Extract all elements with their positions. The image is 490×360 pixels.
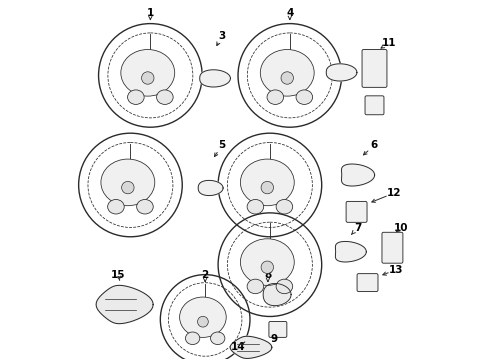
Text: 3: 3 [219, 31, 226, 41]
Circle shape [142, 72, 154, 84]
Text: 1: 1 [147, 8, 154, 18]
Polygon shape [326, 64, 357, 81]
Ellipse shape [137, 199, 153, 214]
Ellipse shape [241, 239, 294, 285]
Ellipse shape [241, 159, 294, 206]
Ellipse shape [101, 159, 155, 206]
Circle shape [261, 181, 273, 194]
Text: 9: 9 [270, 334, 277, 345]
Text: 7: 7 [354, 223, 361, 233]
Circle shape [261, 261, 273, 274]
Ellipse shape [296, 90, 313, 104]
Text: 11: 11 [382, 37, 397, 48]
Ellipse shape [276, 279, 293, 294]
Ellipse shape [157, 90, 173, 104]
Text: 6: 6 [371, 140, 378, 150]
Circle shape [122, 181, 134, 194]
FancyBboxPatch shape [346, 201, 367, 222]
Circle shape [281, 72, 294, 84]
Ellipse shape [247, 279, 264, 294]
Polygon shape [96, 285, 153, 324]
Polygon shape [198, 180, 223, 195]
Ellipse shape [127, 90, 144, 104]
FancyBboxPatch shape [269, 321, 287, 337]
Polygon shape [263, 283, 291, 306]
Text: 5: 5 [219, 140, 226, 150]
FancyBboxPatch shape [365, 96, 384, 115]
FancyBboxPatch shape [382, 232, 403, 263]
Ellipse shape [185, 332, 200, 345]
Text: 4: 4 [286, 8, 294, 18]
Polygon shape [230, 336, 272, 359]
FancyBboxPatch shape [357, 274, 378, 292]
Text: 14: 14 [231, 342, 245, 352]
Polygon shape [335, 242, 367, 262]
Ellipse shape [267, 90, 284, 104]
Ellipse shape [211, 332, 225, 345]
Text: 12: 12 [387, 188, 402, 198]
Ellipse shape [180, 297, 226, 337]
Ellipse shape [108, 199, 124, 214]
Text: 15: 15 [111, 270, 126, 280]
Ellipse shape [260, 50, 314, 96]
Ellipse shape [276, 199, 293, 214]
Text: 8: 8 [264, 270, 271, 280]
Circle shape [197, 316, 208, 327]
Text: 2: 2 [201, 270, 209, 280]
FancyBboxPatch shape [362, 50, 387, 87]
Polygon shape [342, 164, 375, 186]
Polygon shape [200, 70, 230, 87]
Ellipse shape [247, 199, 264, 214]
Text: 10: 10 [394, 223, 409, 233]
Ellipse shape [121, 50, 175, 96]
Text: 13: 13 [389, 265, 404, 275]
